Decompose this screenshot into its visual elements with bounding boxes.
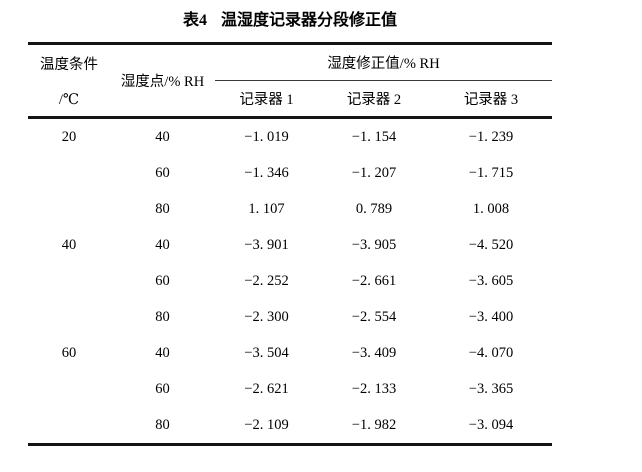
humidity-cell: 80 bbox=[155, 416, 170, 433]
header-humidity-correction-span: 湿度修正值/% RH bbox=[215, 43, 553, 81]
value-cell-recorder1: 1. 107 bbox=[248, 200, 285, 217]
table-row: 40 40 −3. 901 −3. 905 −4. 520 bbox=[28, 227, 552, 263]
value-cell-recorder3: −3. 400 bbox=[468, 308, 514, 325]
table-row: 60 40 −3. 504 −3. 409 −4. 070 bbox=[28, 335, 552, 371]
value-cell-recorder3: −3. 094 bbox=[468, 416, 514, 433]
value-cell-recorder1: −1. 019 bbox=[215, 116, 318, 155]
humidity-cell: 80 bbox=[155, 200, 170, 217]
correction-values-table: 温度条件 /℃ 湿度点/% RH 湿度修正值/% RH 记录器 1 记录器 2 … bbox=[28, 42, 553, 446]
value-cell-recorder2: −2. 133 bbox=[351, 380, 397, 397]
header-temperature-unit: /℃ bbox=[58, 91, 80, 108]
humidity-cell: 40 bbox=[155, 236, 170, 253]
value-cell-recorder3: 1. 008 bbox=[472, 200, 510, 217]
header-recorder-3: 记录器 3 bbox=[463, 92, 519, 108]
humidity-cell: 40 bbox=[155, 344, 170, 361]
value-cell-recorder1: −3. 901 bbox=[244, 236, 289, 253]
value-cell-recorder3: −1. 715 bbox=[468, 164, 514, 181]
value-cell-recorder3: −4. 070 bbox=[468, 344, 514, 361]
table-row: 80 −2. 300 −2. 554 −3. 400 bbox=[28, 299, 552, 335]
temp-cell-40: 40 bbox=[61, 237, 77, 253]
humidity-cell: 60 bbox=[155, 164, 170, 181]
table-row: 60 −2. 621 −2. 133 −3. 365 bbox=[28, 371, 552, 407]
table-row: 20 40 −1. 019 −1. 154 −1. 239 bbox=[28, 116, 553, 227]
header-recorder-2: 记录器 2 bbox=[346, 92, 402, 108]
header-humidity-point: 湿度点/% RH bbox=[120, 74, 205, 90]
value-cell-recorder2: −1. 207 bbox=[351, 164, 397, 181]
value-cell-recorder3: −3. 605 bbox=[468, 272, 514, 289]
value-cell-recorder2: −3. 905 bbox=[351, 236, 397, 253]
humidity-cell: 40 bbox=[110, 116, 215, 155]
value-cell-recorder2: 0. 789 bbox=[355, 200, 393, 217]
value-cell-recorder3: −4. 520 bbox=[468, 236, 514, 253]
value-cell-recorder3: −1. 239 bbox=[430, 116, 553, 155]
value-cell-recorder1: −2. 300 bbox=[244, 308, 289, 325]
value-cell-recorder1: −1. 346 bbox=[244, 164, 289, 181]
table-row: 60 −1. 346 −1. 207 −1. 715 bbox=[28, 155, 552, 191]
table-title: 表4 温湿度记录器分段修正值 bbox=[28, 9, 552, 33]
value-cell-recorder3: −3. 365 bbox=[468, 380, 514, 397]
temp-cell-20: 20 bbox=[28, 116, 110, 227]
value-cell-recorder2: −2. 554 bbox=[351, 308, 397, 325]
value-cell-recorder2: −1. 982 bbox=[351, 416, 397, 433]
header-temperature-line1: 温度条件 bbox=[40, 56, 98, 73]
paper-table-region: 表4 温湿度记录器分段修正值 温度条件 /℃ 湿度点/% RH 湿度修正值/% R… bbox=[28, 9, 553, 446]
header-recorder-1: 记录器 1 bbox=[239, 92, 294, 108]
humidity-cell: 60 bbox=[155, 380, 170, 397]
value-cell-recorder2: −2. 661 bbox=[351, 272, 397, 289]
table-body: 20 40 −1. 019 −1. 154 −1. 239 60 −1. 346… bbox=[28, 116, 553, 445]
value-cell-recorder1: −2. 252 bbox=[244, 272, 289, 289]
humidity-cell: 80 bbox=[155, 308, 170, 325]
table-row: 80 1. 107 0. 789 1. 008 bbox=[28, 191, 552, 227]
value-cell-recorder1: −2. 621 bbox=[244, 380, 289, 397]
header-temperature-condition: 温度条件 /℃ bbox=[28, 44, 110, 118]
value-cell-recorder2: −1. 154 bbox=[318, 116, 430, 155]
humidity-cell: 60 bbox=[155, 272, 170, 289]
table-row: 80 −2. 109 −1. 982 −3. 094 bbox=[28, 407, 552, 445]
value-cell-recorder2: −3. 409 bbox=[351, 344, 397, 361]
value-cell-recorder1: −2. 109 bbox=[244, 416, 289, 433]
value-cell-recorder1: −3. 504 bbox=[244, 344, 289, 361]
table-title-text: 温湿度记录器分段修正值 bbox=[221, 12, 398, 29]
temp-cell-60: 60 bbox=[61, 345, 77, 361]
table-header: 温度条件 /℃ 湿度点/% RH 湿度修正值/% RH 记录器 1 记录器 2 … bbox=[28, 43, 553, 118]
table-number-label: 表4 bbox=[182, 12, 207, 29]
table-row: 60 −2. 252 −2. 661 −3. 605 bbox=[28, 263, 552, 299]
